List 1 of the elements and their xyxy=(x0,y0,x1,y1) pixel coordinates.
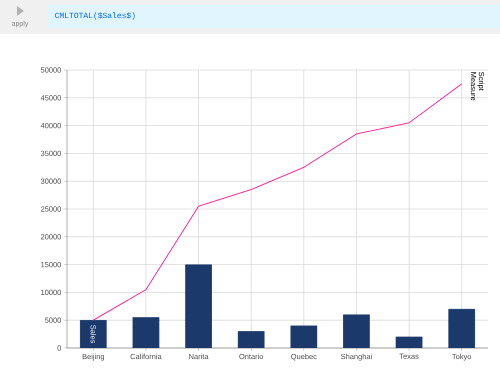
line-series xyxy=(92,83,462,321)
